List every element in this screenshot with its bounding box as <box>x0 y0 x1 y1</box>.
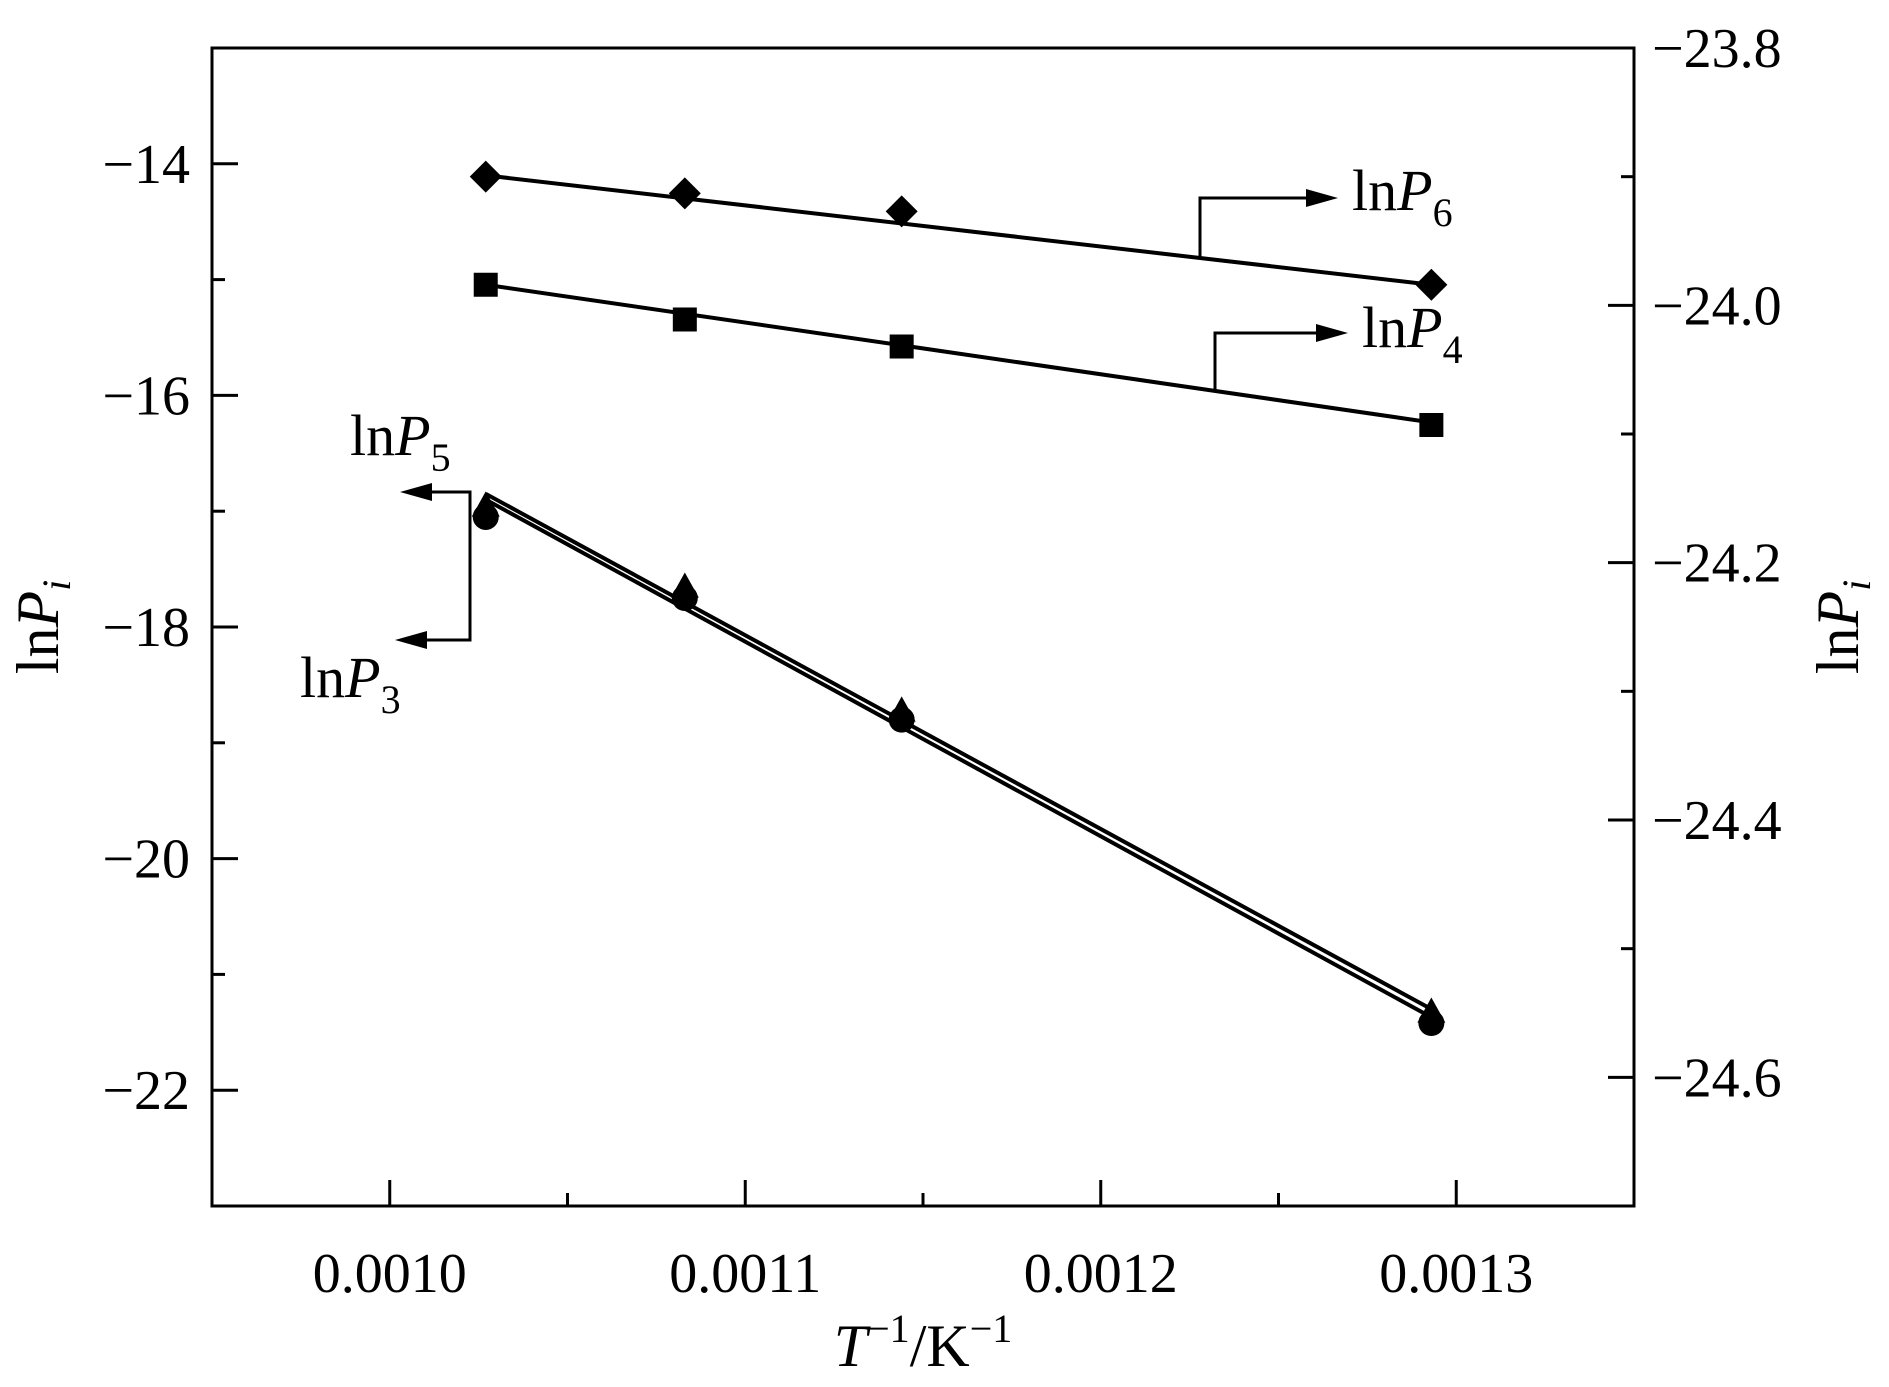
y-right-tick-label: −24.4 <box>1652 790 1782 852</box>
fit-line-series-1 <box>485 282 1432 425</box>
y-left-tick-label: −16 <box>102 365 190 427</box>
y-right-label-ln: ln <box>1805 628 1871 675</box>
y-right-label-sub: i <box>1834 580 1879 591</box>
ticks-layer: 0.0010 0.0011 0.0012 0.0013 −22 −20 −18 −16 −14 −… <box>102 18 1781 1305</box>
x-tick-label: 0.0012 <box>1024 1243 1178 1305</box>
label-lnp6: lnP6 <box>1352 158 1453 235</box>
data-point-series-1 <box>672 307 697 332</box>
x-label-sup: −1 <box>867 1306 910 1351</box>
y-right-label-p: P <box>1805 591 1871 629</box>
data-markers <box>469 160 1448 1037</box>
y-left-tick-label: −18 <box>102 597 190 659</box>
label-lnp3: lnP3 <box>300 645 401 722</box>
label-lnp5: lnP5 <box>350 403 451 480</box>
data-point-series-3 <box>1418 1010 1445 1037</box>
x-label-t: T <box>834 1313 871 1379</box>
data-point-series-1 <box>1419 412 1444 437</box>
y-left-tick-label: −14 <box>102 134 190 196</box>
fit-line-series-3 <box>484 497 1433 1020</box>
data-point-series-3 <box>888 706 915 733</box>
data-point-series-0 <box>668 177 701 210</box>
y-left-tick-label: −22 <box>102 1060 190 1122</box>
fit-line-series-2 <box>484 492 1433 1011</box>
data-point-series-1 <box>473 272 498 297</box>
data-point-series-0 <box>1415 268 1448 301</box>
y-right-label: lnPi <box>1805 580 1879 674</box>
data-point-series-1 <box>889 334 914 359</box>
x-label-unit: /K <box>910 1313 970 1379</box>
x-tick-label: 0.0011 <box>669 1243 821 1305</box>
y-right-tick-label: −24.2 <box>1652 533 1782 595</box>
fit-lines <box>484 173 1433 1020</box>
x-label-sup2: −1 <box>970 1306 1013 1351</box>
x-tick-label: 0.0010 <box>313 1243 467 1305</box>
y-left-label-p: P <box>5 591 71 629</box>
label-lnp4: lnP4 <box>1362 295 1463 372</box>
data-point-series-0 <box>469 160 502 193</box>
y-right-tick-label: −23.8 <box>1652 18 1782 80</box>
y-left-tick-label: −20 <box>102 829 190 891</box>
data-point-series-3 <box>472 503 499 530</box>
y-left-label-sub: i <box>34 580 79 591</box>
y-right-tick-label: −24.0 <box>1652 275 1782 337</box>
annotation-lnp6 <box>1198 189 1338 258</box>
y-right-tick-label: −24.6 <box>1652 1047 1782 1109</box>
data-point-series-3 <box>671 585 698 612</box>
x-axis-label: T−1/K−1 <box>834 1306 1013 1379</box>
annotation-lnp5-lnp3 <box>395 483 472 649</box>
annotation-lnp4 <box>1213 324 1348 390</box>
data-point-series-0 <box>885 195 918 228</box>
fit-line-series-0 <box>485 173 1432 287</box>
y-left-label: lnPi <box>5 580 79 674</box>
y-left-label-ln: ln <box>5 628 71 675</box>
x-tick-label: 0.0013 <box>1379 1243 1533 1305</box>
